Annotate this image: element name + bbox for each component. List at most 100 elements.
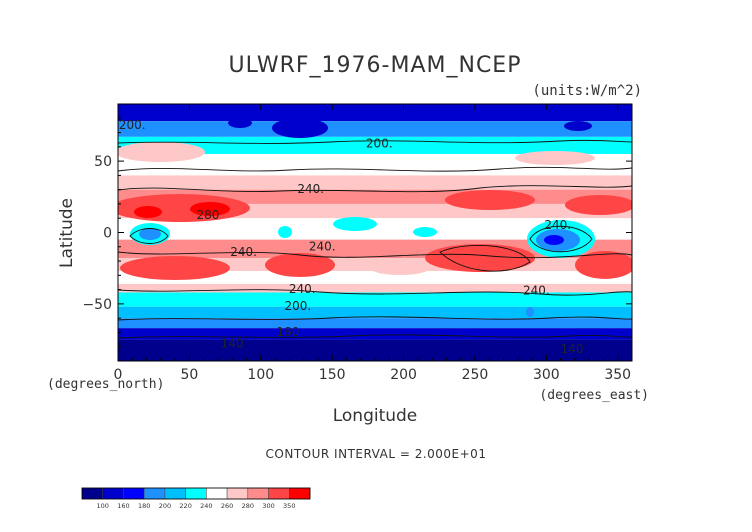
hot-spot bbox=[134, 206, 162, 218]
x-tick-label: 350 bbox=[604, 367, 631, 383]
southern-warm-region bbox=[425, 244, 535, 272]
x-tick-label: 50 bbox=[180, 367, 198, 383]
latitude-band bbox=[118, 271, 632, 284]
equatorial-low-region bbox=[333, 217, 377, 231]
south-polar-cold-patch bbox=[535, 346, 625, 358]
contour-label: 200. bbox=[285, 299, 312, 313]
contour-label: 180 bbox=[276, 325, 299, 339]
north-polar-cold-patch bbox=[272, 118, 328, 138]
contour-line bbox=[118, 166, 632, 172]
southern-cold-patch bbox=[526, 307, 534, 317]
contour-label: 240. bbox=[309, 239, 336, 253]
latitude-band bbox=[118, 175, 632, 190]
latitude-band bbox=[118, 328, 632, 340]
latitude-band bbox=[118, 218, 632, 240]
latitude-band bbox=[118, 153, 632, 176]
y-tick-label: −50 bbox=[82, 297, 112, 313]
equatorial-low-region bbox=[413, 227, 437, 237]
colorbar-tick-label: 220 bbox=[179, 502, 191, 510]
latitude-band bbox=[118, 104, 632, 122]
contour-line bbox=[529, 225, 593, 253]
north-high-region bbox=[118, 142, 205, 162]
contour-labels: 200. 200. 240. 280 240. 240. 240. 240. 240. 200. 1… bbox=[119, 118, 584, 356]
latitude-band bbox=[118, 121, 632, 137]
colorbar-swatch bbox=[123, 487, 145, 500]
y-tick-label: 0 bbox=[103, 226, 112, 242]
contour-interval-text: CONTOUR INTERVAL = 2.000E+01 bbox=[266, 447, 487, 461]
colorbar: 100 160 180 200 220 240 260 280 300 350 bbox=[81, 487, 311, 510]
x-tick-label: 300 bbox=[533, 367, 560, 383]
equatorial-low-region bbox=[139, 228, 161, 240]
contour-label: 140 bbox=[221, 336, 244, 350]
contour-label: 240. bbox=[289, 282, 316, 296]
hot-spot bbox=[190, 202, 230, 216]
x-tick-label: 0 bbox=[114, 367, 123, 383]
colorbar-swatch bbox=[143, 487, 166, 500]
southern-warm-region bbox=[265, 253, 335, 277]
x-tick-label: 100 bbox=[247, 367, 274, 383]
contour-line bbox=[439, 244, 531, 272]
colorbar-swatch bbox=[164, 487, 186, 500]
x-axis: 0 50 100 150 200 250 300 350 bbox=[114, 104, 631, 383]
contour-line bbox=[118, 251, 632, 259]
colorbar-tick-label: 350 bbox=[283, 502, 295, 510]
equatorial-low-region bbox=[278, 226, 292, 238]
units-label: (units:W/m^2) bbox=[532, 83, 642, 99]
contour-label: 200. bbox=[366, 136, 393, 150]
colorbar-tick-label: 300 bbox=[262, 502, 274, 510]
contour-line bbox=[118, 139, 632, 144]
colorbar-tick-label: 200 bbox=[159, 502, 171, 510]
contour-line bbox=[118, 289, 632, 296]
latitude-band bbox=[118, 306, 632, 319]
latitude-band bbox=[118, 136, 632, 154]
contour-lines bbox=[118, 139, 632, 339]
colorbar-swatch bbox=[226, 487, 249, 500]
south-polar-cold-patch bbox=[140, 341, 260, 355]
y-axis-label: Latitude bbox=[57, 198, 77, 268]
southern-warm-region bbox=[575, 251, 632, 279]
colorbar-tick-label: 100 bbox=[97, 502, 109, 510]
southern-warm-region bbox=[120, 256, 230, 280]
contour-label: 140 bbox=[561, 342, 584, 356]
contour-line bbox=[118, 185, 632, 193]
north-high-region bbox=[515, 151, 595, 165]
x-tick-label: 150 bbox=[319, 367, 346, 383]
contour-label: 240. bbox=[544, 218, 571, 232]
contour-label: 240. bbox=[523, 284, 550, 298]
y-unit-note: (degrees_north) bbox=[47, 377, 164, 392]
y-axis: −50 0 50 bbox=[82, 117, 632, 348]
equatorial-low-region bbox=[544, 235, 564, 245]
x-tick-label: 250 bbox=[462, 367, 489, 383]
subtropical-warm-region bbox=[565, 195, 632, 215]
contour-label: 240. bbox=[230, 245, 257, 259]
colorbar-frame bbox=[81, 487, 311, 500]
y-tick-label: 50 bbox=[94, 154, 112, 170]
latitude-band bbox=[118, 318, 632, 329]
colorbar-tick-label: 240 bbox=[200, 502, 212, 510]
latitude-band bbox=[118, 292, 632, 307]
colorbar-swatch bbox=[289, 487, 311, 500]
colorbar-swatch bbox=[268, 487, 290, 500]
x-axis-label: Longitude bbox=[333, 406, 418, 426]
contour-label: 200. bbox=[119, 118, 146, 132]
colorbar-swatch bbox=[81, 487, 103, 500]
chart-title: ULWRF_1976-MAM_NCEP bbox=[229, 53, 522, 78]
contour-line bbox=[118, 316, 632, 321]
contour-line bbox=[118, 334, 632, 339]
colorbar-tick-label: 160 bbox=[117, 502, 129, 510]
colorbar-tick-label: 280 bbox=[242, 502, 254, 510]
latitude-band bbox=[118, 283, 632, 293]
north-polar-cold-patch bbox=[228, 118, 252, 128]
colorbar-tick-label: 260 bbox=[221, 502, 233, 510]
colorbar-swatch bbox=[247, 487, 269, 500]
colorbar-tick-label: 180 bbox=[138, 502, 150, 510]
contour-line bbox=[129, 228, 169, 244]
contour-label: 240. bbox=[297, 182, 324, 196]
southern-mid-region bbox=[370, 261, 430, 275]
x-tick-label: 200 bbox=[390, 367, 417, 383]
colorbar-swatch bbox=[206, 487, 228, 500]
north-polar-cold-patch bbox=[564, 121, 592, 131]
colorbar-swatch bbox=[102, 487, 124, 500]
colorbar-swatch bbox=[185, 487, 207, 500]
